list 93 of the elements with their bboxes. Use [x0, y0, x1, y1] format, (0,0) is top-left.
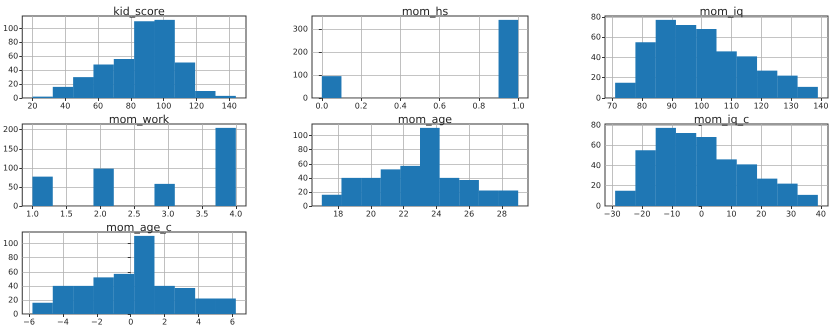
y-tick-label: 40: [8, 66, 18, 75]
x-tick-label: 18: [333, 210, 344, 218]
x-tick-label: 4: [196, 318, 202, 326]
chart-title: mom_iq_c: [694, 113, 750, 126]
y-tick-label: 100: [292, 131, 308, 140]
y-tick-label: 0: [596, 94, 601, 102]
x-tick-label: 140: [813, 102, 828, 110]
x-tick-label: 1.0: [512, 102, 525, 110]
y-tick-label: 80: [590, 12, 601, 22]
y-tick-label: 20: [590, 181, 601, 190]
y-tick-label: 60: [298, 159, 308, 168]
y-tick-label: 200: [2, 125, 18, 134]
y-tick-label: 0: [302, 94, 308, 102]
chart-title: mom_age: [398, 113, 452, 126]
x-tick-label: 20: [366, 210, 376, 218]
y-tick-label: 20: [298, 187, 308, 196]
y-tick-label: 40: [298, 173, 308, 182]
x-tick-label: 22: [398, 210, 409, 218]
y-tick-label: 20: [8, 80, 18, 89]
x-tick-label: 0.4: [394, 102, 407, 110]
x-tick-label: 20: [27, 102, 38, 110]
y-tick-label: 40: [590, 160, 601, 170]
x-tick-label: 80: [126, 102, 136, 110]
x-tick-label: 130: [783, 102, 799, 110]
y-tick-label: 20: [590, 73, 601, 82]
y-tick-label: 80: [8, 253, 18, 262]
x-tick-label: 0.2: [354, 102, 368, 110]
x-tick-label: 3.0: [162, 210, 174, 218]
y-tick-label: 200: [292, 48, 308, 57]
y-tick-label: 40: [590, 52, 601, 62]
x-tick-label: 1.5: [60, 210, 73, 218]
x-tick-label: 120: [188, 102, 204, 110]
y-tick-label: 80: [298, 145, 308, 154]
y-tick-label: 300: [292, 24, 308, 34]
x-tick-label: 20: [756, 210, 766, 218]
x-tick-label: −10: [663, 210, 680, 218]
x-tick-label: 24: [431, 210, 442, 218]
x-tick-label: 10: [726, 210, 736, 218]
y-tick-label: 60: [590, 140, 601, 150]
x-tick-label: 26: [464, 210, 474, 218]
x-tick-label: 110: [724, 102, 740, 110]
y-tick-label: 50: [8, 182, 18, 192]
x-tick-label: 6: [230, 318, 235, 326]
y-tick-label: 0: [13, 202, 18, 210]
y-tick-label: 100: [292, 70, 308, 80]
chart-title: kid_score: [113, 5, 165, 18]
y-tick-label: 0: [13, 94, 18, 102]
x-tick-label: 0.0: [315, 102, 328, 110]
y-tick-label: 0: [302, 202, 308, 210]
x-tick-label: 40: [816, 210, 826, 218]
x-tick-label: 28: [496, 210, 507, 218]
y-tick-label: 60: [8, 267, 18, 276]
y-tick-label: 60: [590, 32, 601, 42]
y-tick-label: 100: [2, 239, 18, 248]
x-tick-label: −6: [23, 318, 35, 326]
x-tick-label: 0: [699, 210, 704, 218]
y-tick-label: 100: [2, 163, 18, 172]
y-tick-label: 60: [8, 52, 18, 61]
x-tick-label: 60: [92, 102, 104, 110]
x-tick-label: −4: [57, 318, 69, 326]
chart-title: mom_age_c: [106, 221, 172, 234]
y-tick-label: 80: [590, 120, 601, 130]
x-tick-label: −2: [90, 318, 103, 326]
y-tick-label: 20: [8, 295, 18, 304]
x-tick-label: 0: [128, 318, 134, 326]
x-tick-label: 3.5: [196, 210, 208, 218]
chart-title: mom_hs: [402, 5, 448, 18]
y-tick-label: 80: [8, 38, 18, 47]
y-tick-label: 40: [8, 281, 18, 290]
x-tick-label: 0.8: [472, 102, 486, 110]
x-tick-label: 140: [222, 102, 237, 110]
y-tick-label: 100: [2, 24, 18, 33]
x-tick-label: −30: [604, 210, 621, 218]
chart-title: mom_iq: [700, 5, 744, 18]
x-tick-label: 2.5: [128, 210, 140, 218]
x-tick-label: 40: [60, 102, 70, 110]
x-tick-label: 2: [162, 318, 168, 326]
x-tick-label: 100: [156, 102, 172, 110]
x-tick-label: 1.0: [26, 210, 39, 218]
chart-title: mom_work: [108, 113, 170, 126]
y-tick-label: 0: [596, 202, 601, 210]
x-tick-label: 120: [754, 102, 769, 110]
x-tick-label: −20: [634, 210, 650, 218]
x-tick-label: 100: [694, 102, 710, 110]
y-tick-label: 0: [13, 310, 18, 318]
x-tick-label: 90: [666, 102, 677, 110]
y-tick-label: 150: [2, 144, 18, 154]
x-tick-label: 70: [607, 102, 618, 110]
x-tick-label: 4.0: [229, 210, 242, 218]
x-tick-label: 80: [636, 102, 648, 110]
x-tick-label: 30: [786, 210, 796, 218]
x-tick-label: 2.0: [94, 210, 107, 218]
x-tick-label: 0.6: [433, 102, 446, 110]
